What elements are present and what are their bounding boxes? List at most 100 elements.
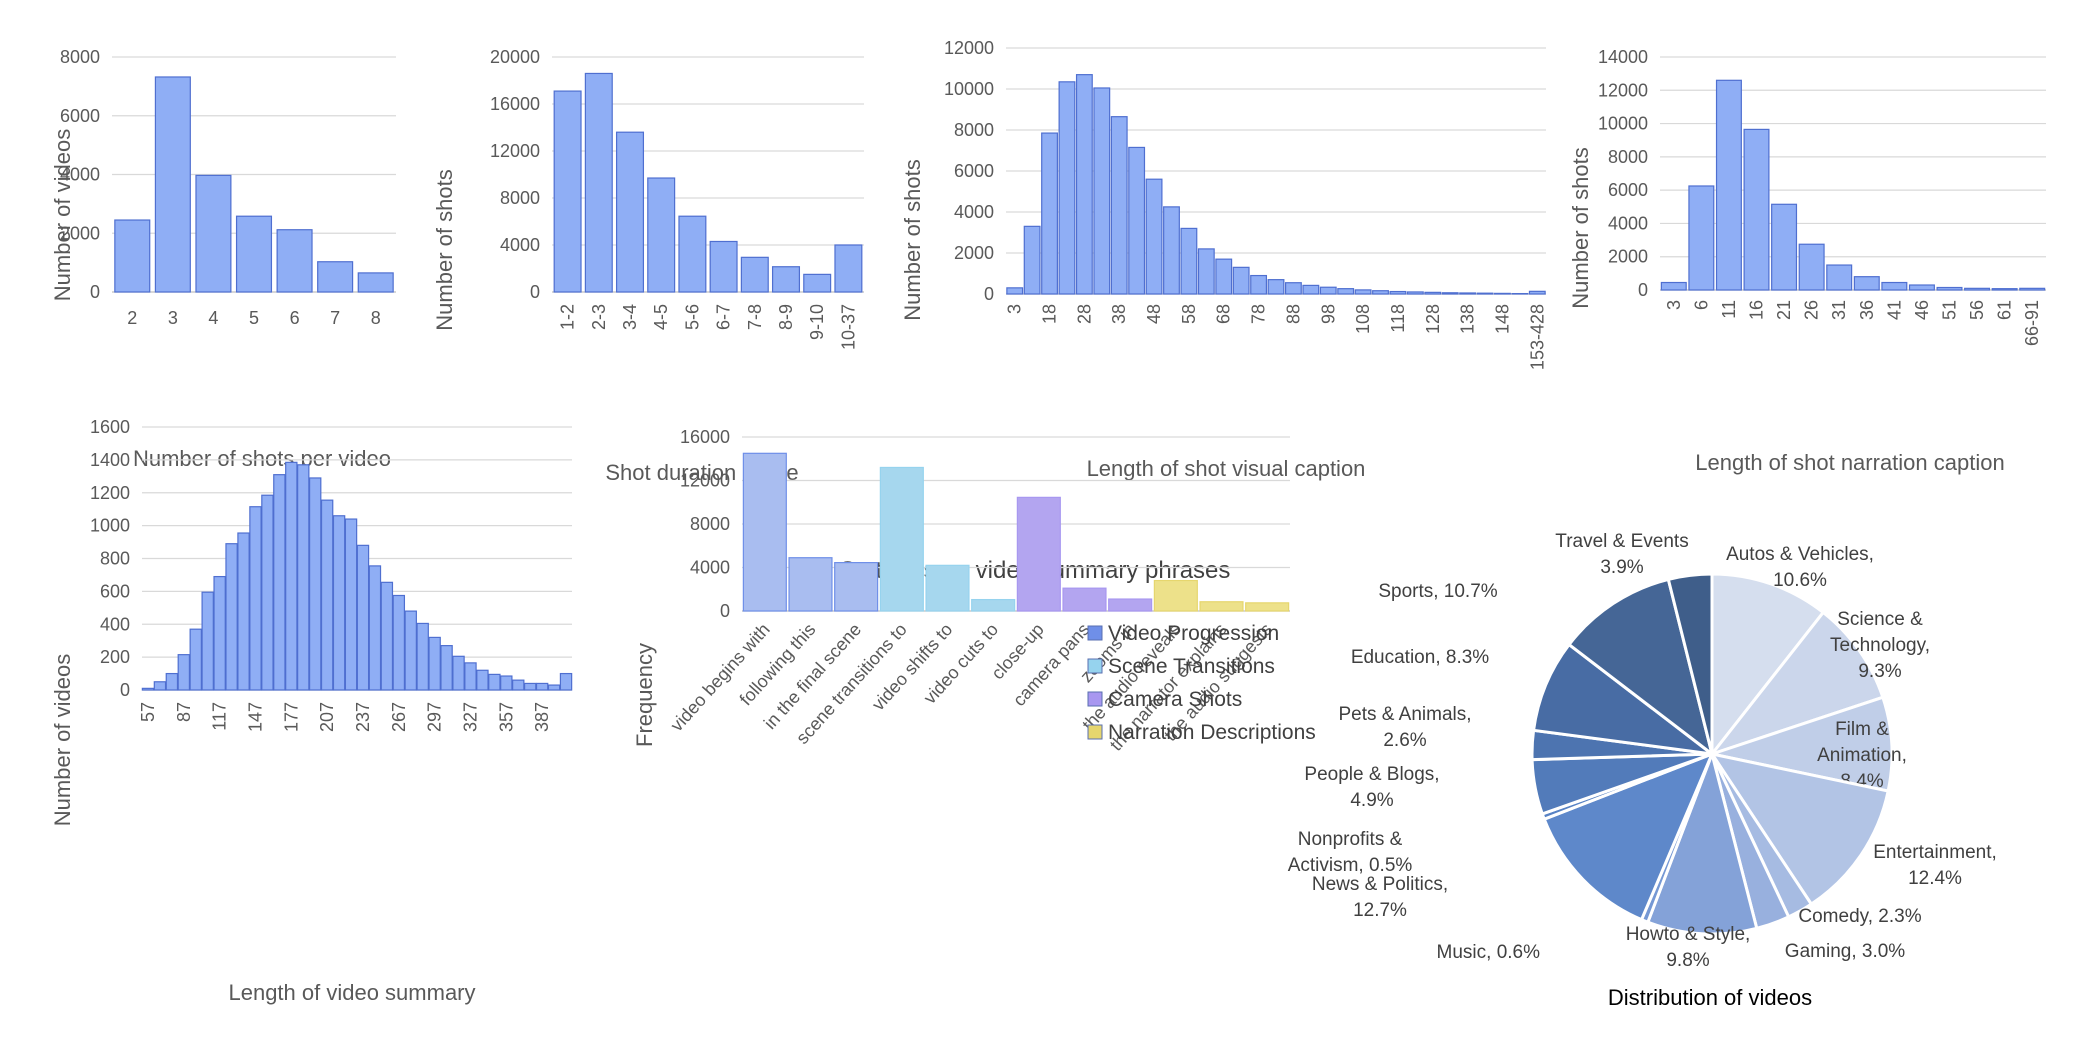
y-tick-label: 8000	[1608, 147, 1648, 167]
x-tick-label: 21	[1774, 300, 1794, 320]
y-tick-label: 6000	[60, 106, 100, 126]
pie-label-line: Technology,	[1830, 635, 1930, 656]
x-tick-label: 88	[1283, 304, 1303, 324]
pie-label-line: Film &	[1835, 719, 1889, 740]
bar	[1041, 132, 1058, 295]
bar	[788, 557, 833, 612]
bar	[1006, 287, 1024, 295]
y-tick-label: 4000	[500, 235, 540, 255]
x-tick-label: 1-2	[558, 304, 578, 330]
bar	[1826, 264, 1853, 291]
bar	[1494, 292, 1511, 295]
x-tick-label: 117	[210, 702, 230, 731]
bar	[428, 636, 441, 691]
bar	[1389, 290, 1407, 295]
chart-summary-length-ylabel: Number of videos	[50, 654, 75, 826]
x-tick-label: 5	[249, 308, 259, 328]
pie-slice-label: Pets & Animals, 2.6%	[1338, 704, 1471, 751]
x-tick-label: 48	[1144, 304, 1164, 324]
bar	[1062, 587, 1107, 612]
x-tick-label: 36	[1857, 300, 1877, 320]
x-tick-label: 68	[1214, 304, 1234, 324]
bar	[285, 461, 298, 691]
x-tick-label: 147	[245, 702, 265, 732]
bar	[452, 655, 465, 691]
y-tick-label: 600	[100, 581, 130, 601]
pie-label-line: Pets & Animals,	[1338, 704, 1471, 725]
x-tick-label: 153-428	[1527, 304, 1547, 370]
pie-slice	[1566, 577, 1715, 758]
bar	[1284, 282, 1302, 295]
pie-slice-label: Music, 0.6%	[1437, 942, 1541, 963]
x-tick-label: 177	[281, 702, 301, 732]
legend-swatch	[1087, 724, 1103, 740]
pie-slice-label: Science & Technology, 9.3%	[1830, 609, 1930, 682]
pie-label-line: Animation,	[1817, 745, 1907, 766]
y-tick-label: 0	[720, 601, 730, 621]
x-tick-label: 31	[1829, 300, 1849, 320]
y-tick-label: 1000	[90, 516, 130, 536]
x-tick-label: 5-6	[682, 304, 702, 330]
bar	[1476, 292, 1494, 295]
bar	[879, 466, 924, 612]
bar	[357, 272, 394, 293]
bar	[1110, 116, 1128, 295]
bar	[553, 90, 582, 293]
bar	[1459, 292, 1477, 295]
y-tick-label: 4000	[1608, 213, 1648, 233]
x-tick-label: 118	[1388, 304, 1408, 333]
bar	[356, 544, 370, 691]
y-tick-label: 6000	[954, 161, 994, 181]
bar	[547, 684, 561, 691]
y-tick-label: 16000	[680, 427, 730, 447]
x-tick-label: 327	[460, 702, 480, 732]
y-tick-label: 12000	[680, 471, 730, 491]
bar	[584, 72, 613, 293]
y-tick-label: 8000	[954, 120, 994, 140]
bar	[1023, 225, 1041, 295]
bar	[1232, 266, 1250, 295]
bar	[1163, 206, 1180, 295]
bar	[1319, 286, 1337, 295]
bar	[154, 76, 191, 293]
bar	[1688, 185, 1715, 291]
pie-label-line: 9.3%	[1858, 661, 1901, 682]
pie-label-line: Science &	[1837, 609, 1923, 630]
chart-shots-per-video-ylabel: Number of videos	[50, 129, 75, 301]
x-tick-label: 267	[389, 702, 409, 732]
legend-label: Video Progression	[1108, 622, 1279, 645]
bar	[317, 261, 354, 293]
pie-label-line: Activism, 0.5%	[1288, 855, 1413, 876]
pie-slice-label: Travel & Events 3.9%	[1555, 531, 1688, 578]
bar	[392, 594, 406, 691]
chart-shots-per-video: Number of videos Number of shots per vid…	[50, 47, 396, 471]
bar	[1441, 292, 1459, 295]
bar	[1250, 274, 1268, 295]
bar	[1016, 496, 1061, 612]
bar	[1743, 128, 1770, 291]
y-tick-label: 12000	[944, 38, 994, 58]
bar	[523, 682, 537, 691]
bar	[2019, 287, 2046, 291]
pie-label-line: Comedy, 2.3%	[1798, 906, 1921, 927]
y-tick-label: 20000	[490, 47, 540, 67]
bar	[261, 494, 274, 691]
x-tick-label: 58	[1179, 304, 1199, 324]
y-tick-label: 0	[90, 282, 100, 302]
x-tick-label: 138	[1458, 304, 1478, 334]
bar	[1771, 203, 1798, 291]
bar	[165, 672, 179, 691]
chart-shots-per-video-xlabel: Number of shots per video	[133, 446, 391, 471]
y-tick-label: 10000	[1598, 114, 1648, 134]
pie-slice	[1542, 751, 1715, 922]
pie-label-line: Autos & Vehicles,	[1726, 544, 1874, 565]
y-tick-label: 200	[100, 647, 130, 667]
x-tick-label: 78	[1249, 304, 1269, 324]
pie-slice-label: People & Blogs, 4.9%	[1304, 764, 1439, 811]
y-tick-label: 0	[1638, 280, 1648, 300]
bar	[925, 564, 970, 612]
y-tick-label: 4000	[690, 558, 730, 578]
x-tick-label: 18	[1040, 304, 1060, 324]
bar	[297, 464, 310, 691]
bar	[114, 219, 151, 293]
